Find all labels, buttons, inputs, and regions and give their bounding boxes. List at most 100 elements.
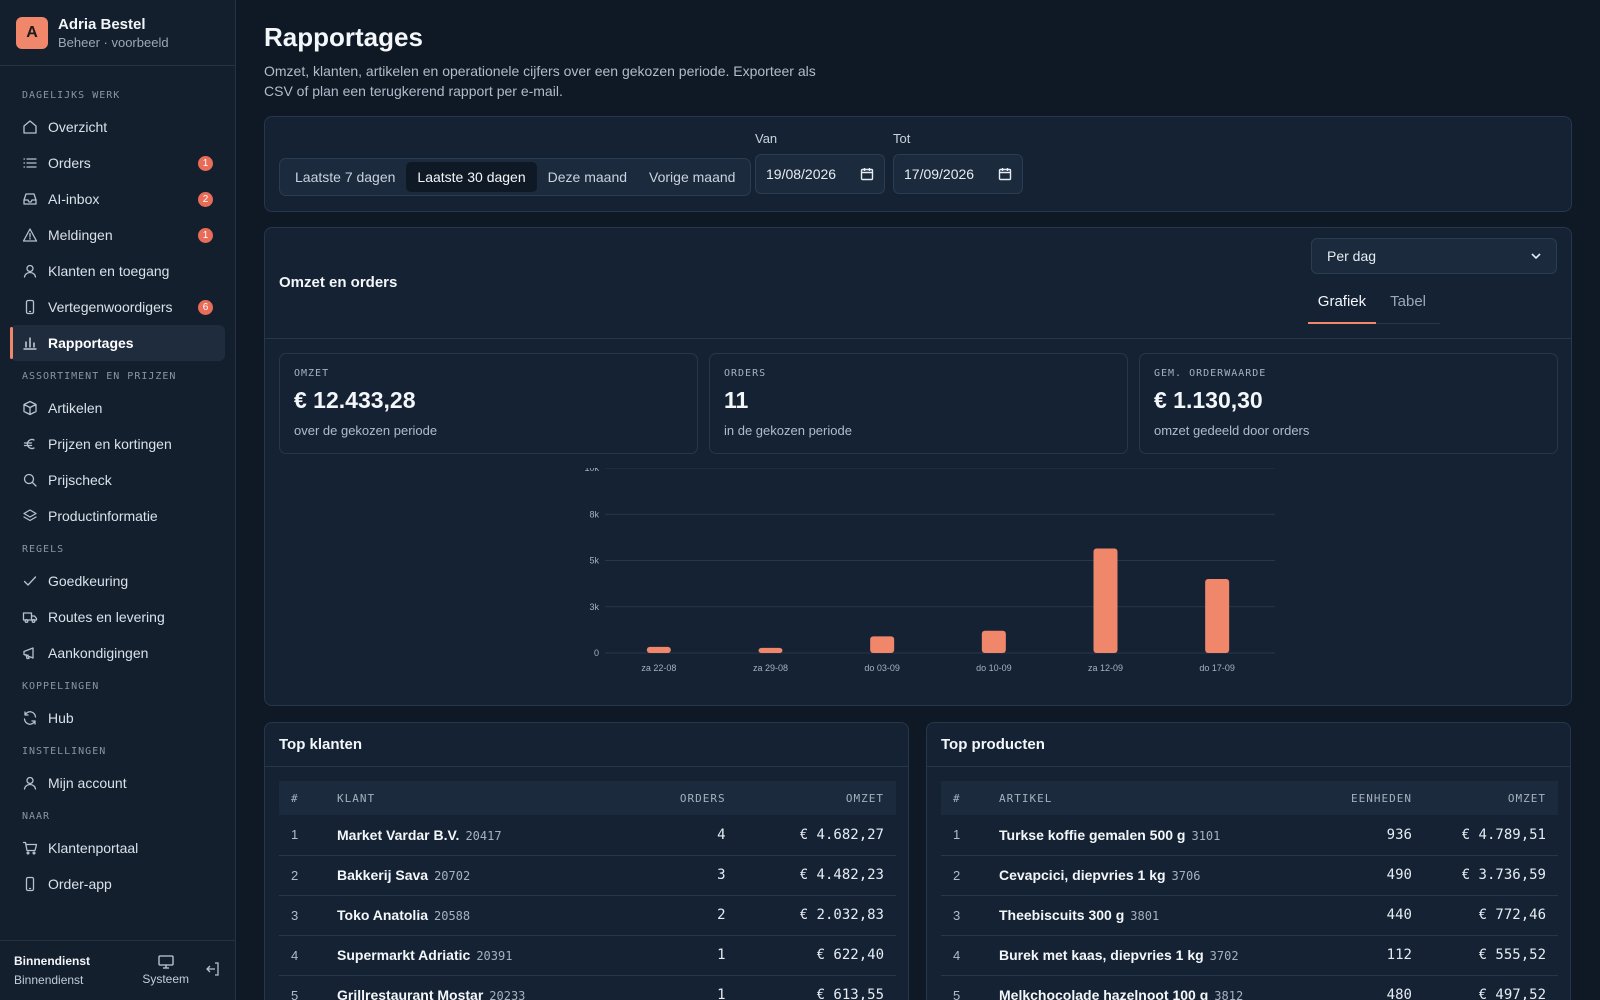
top-products-card: Top producten # ARTIKEL EENHEDEN OMZET 1 Tur… [926,722,1571,1000]
user-panel[interactable]: A Adria Bestel Beheer · voorbeeld [0,0,235,66]
date-from-label: Van [755,131,778,146]
sidebar-item-mijn-account[interactable]: Mijn account [10,765,225,801]
preset-deze-maand[interactable]: Deze maand [547,169,628,185]
y-tick-label: 0 [594,648,599,658]
sidebar-item-label: Klantenportaal [48,840,139,856]
item-name: Cevapcici, diepvries 1 kg [999,867,1166,883]
euro-icon [22,436,38,452]
column-header[interactable]: KLANT [325,781,636,815]
sidebar-item-rapportages[interactable]: Rapportages [10,325,225,361]
date-from-input[interactable]: 19/08/2026 [755,154,885,194]
sidebar-item-prijzen-en-kortingen[interactable]: Prijzen en kortingen [10,426,225,462]
top-customers-card: Top klanten # KLANT ORDERS OMZET 1 Market Va… [264,722,909,1000]
item-name: Theebiscuits 300 g [999,907,1125,923]
sidebar-item-prijscheck[interactable]: Prijscheck [10,462,225,498]
item-code: 20391 [476,949,513,963]
chart-bar[interactable] [1205,579,1230,653]
top-products-title: Top producten [927,723,1570,767]
granularity-select[interactable]: Per dag [1311,238,1557,274]
sidebar-item-meldingen[interactable]: Meldingen 1 [10,217,225,253]
table-row[interactable]: 4 Burek met kaas, diepvries 1 kg 3702 112 € … [941,935,1558,976]
date-to-value: 17/09/2026 [904,166,975,182]
sidebar-item-label: Routes en levering [48,609,165,625]
check-icon [22,573,38,589]
column-header[interactable]: ORDERS [635,781,738,815]
home-icon [22,119,38,135]
layers-icon [22,508,38,524]
logout-button[interactable] [205,961,221,980]
date-to-input[interactable]: 17/09/2026 [893,154,1023,194]
rank-cell: 4 [279,935,325,976]
system-button[interactable]: Systeem [142,955,189,986]
revenue-cell: € 4.482,23 [737,855,896,896]
rank-cell: 3 [941,895,987,936]
x-tick-label: do 10-09 [976,663,1012,673]
sidebar-item-klanten-en-toegang[interactable]: Klanten en toegang [10,253,225,289]
item-code: 3812 [1214,989,1244,1000]
column-header[interactable]: ARTIKEL [987,781,1319,815]
revenue-cell: € 4.682,27 [737,815,896,856]
preset-laatste-30-dagen[interactable]: Laatste 30 dagen [406,162,537,192]
table-row[interactable]: 3 Toko Anatolia 20588 2 € 2.032,83 [279,895,896,936]
sidebar-item-productinformatie[interactable]: Productinformatie [10,498,225,534]
column-header[interactable]: # [279,781,325,815]
inbox-icon [22,191,38,207]
sidebar-item-vertegenwoordigers[interactable]: Vertegenwoordigers 6 [10,289,225,325]
page-title: Rapportages [264,22,423,52]
kpi-value: € 1.130,30 [1154,387,1263,413]
sidebar-item-label: Prijzen en kortingen [48,436,172,452]
units-cell: 440 [1318,895,1424,936]
sidebar-item-goedkeuring[interactable]: Goedkeuring [10,563,225,599]
sidebar-item-label: Order-app [48,876,112,892]
nav-section-title: ASSORTIMENT EN PRIJZEN [22,371,177,382]
sidebar-item-klantenportaal[interactable]: Klantenportaal [10,830,225,866]
chart-bar[interactable] [981,630,1006,653]
sidebar-item-orders[interactable]: Orders 1 [10,145,225,181]
table-row[interactable]: 4 Supermarkt Adriatic 20391 1 € 622,40 [279,935,896,976]
tab-grafiek[interactable]: Grafiek [1307,286,1377,324]
sidebar-item-aankondigingen[interactable]: Aankondigingen [10,635,225,671]
units-cell: 112 [1318,935,1424,976]
column-header[interactable]: OMZET [737,781,896,815]
sidebar-item-label: Meldingen [48,227,113,243]
date-from-value: 19/08/2026 [766,166,837,182]
column-header[interactable]: # [941,781,987,815]
item-code: 3706 [1171,869,1201,883]
sidebar-item-ai-inbox[interactable]: AI-inbox 2 [10,181,225,217]
revenue-cell: € 613,55 [737,975,896,1000]
kpi-card: OMZET € 12.433,28 over de gekozen periode [279,353,698,454]
sidebar-item-hub[interactable]: Hub [10,700,225,736]
table-row[interactable]: 1 Turkse koffie gemalen 500 g 3101 936 € 4.7… [941,815,1558,856]
name-cell: Supermarkt Adriatic 20391 [325,935,636,976]
table-row[interactable]: 2 Cevapcici, diepvries 1 kg 3706 490 € 3.736… [941,855,1558,896]
sidebar-item-routes-en-levering[interactable]: Routes en levering [10,599,225,635]
sidebar-item-artikelen[interactable]: Artikelen [10,390,225,426]
column-header[interactable]: EENHEDEN [1318,781,1424,815]
revenue-cell: € 555,52 [1423,935,1558,976]
item-name: Turkse koffie gemalen 500 g [999,826,1186,843]
table-row[interactable]: 1 Market Vardar B.V. 20417 4 € 4.682,27 [279,815,896,856]
sidebar-item-label: Orders [48,155,91,171]
table-row[interactable]: 2 Bakkerij Sava 20702 3 € 4.482,23 [279,855,896,896]
sidebar-item-order-app[interactable]: Order-app [10,866,225,902]
nav-section-title: INSTELLINGEN [22,746,107,757]
kpi-note: omzet gedeeld door orders [1154,423,1310,438]
table-row[interactable]: 3 Theebiscuits 300 g 3801 440 € 772,46 [941,895,1558,936]
item-code: 20588 [434,909,471,923]
chart-bar[interactable] [758,647,783,653]
preset-laatste-7-dagen[interactable]: Laatste 7 dagen [295,169,396,185]
column-header[interactable]: OMZET [1423,781,1558,815]
sidebar-item-label: Vertegenwoordigers [48,299,173,315]
preset-vorige-maand[interactable]: Vorige maand [649,169,736,185]
preset-switch: Laatste 7 dagen Laatste 30 dagen Deze maan… [279,158,752,196]
tab-tabel[interactable]: Tabel [1390,293,1426,310]
name-cell: Burek met kaas, diepvries 1 kg 3702 [987,935,1319,976]
chart-bar[interactable] [870,636,895,653]
chart-bar[interactable] [646,646,671,653]
table-row[interactable]: 5 Melkchocolade hazelnoot 100 g 3812 480 € 4… [941,975,1558,1000]
sidebar-item-overzicht[interactable]: Overzicht [10,109,225,145]
table-row[interactable]: 5 Grillrestaurant Mostar 20233 1 € 613,55 [279,975,896,1000]
rank-cell: 4 [941,935,987,976]
chart-bar[interactable] [1093,548,1118,653]
list-icon [22,155,38,171]
